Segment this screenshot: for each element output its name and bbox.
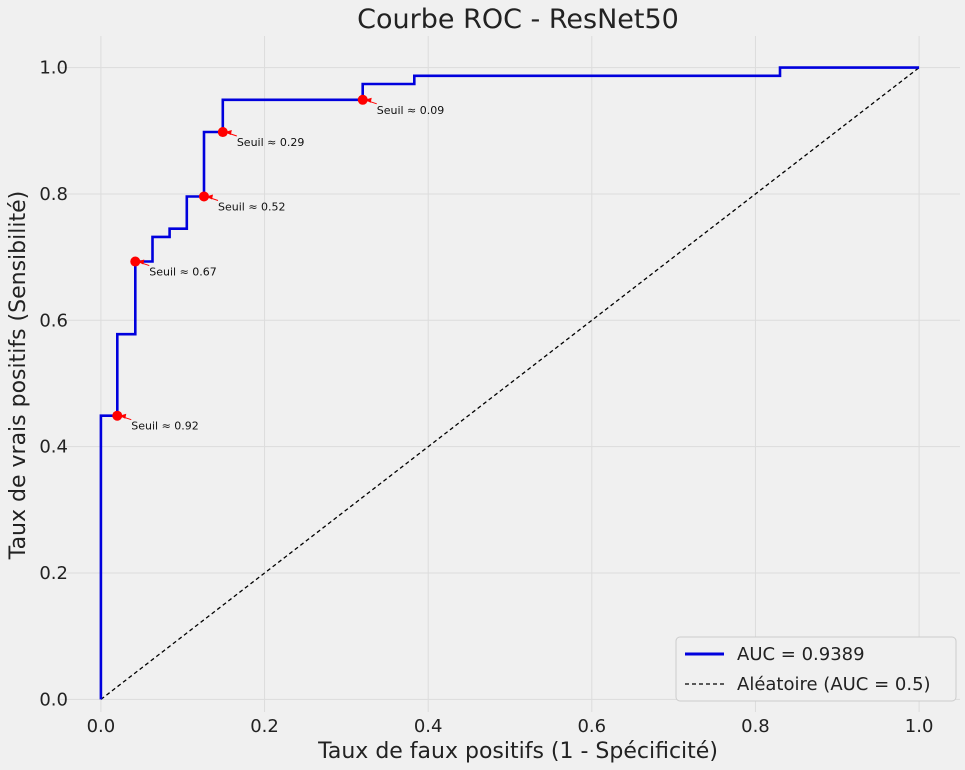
legend-box: [675, 636, 957, 702]
series-lines: [99, 66, 920, 700]
threshold-arrowhead: [206, 194, 213, 200]
threshold-arrowhead: [119, 413, 127, 419]
y-tick-label: 0.8: [39, 184, 68, 205]
threshold-arrowhead: [224, 130, 232, 136]
y-tick-labels: 0.0 0.2 0.4 0.6 0.8 1.0: [39, 58, 68, 711]
x-tick-label: 0.8: [741, 716, 770, 737]
x-tick-label: 1.0: [905, 716, 934, 737]
x-tick-labels: 0.0 0.2 0.4 0.6 0.8 1.0: [87, 716, 934, 737]
threshold-markers: Seuil ≈ 0.92 Seuil ≈ 0.67 Seuil ≈ 0.52 Seui…: [112, 94, 445, 433]
threshold-arrowhead: [137, 259, 145, 265]
threshold-point: [130, 256, 141, 267]
x-tick-label: 0.0: [87, 716, 116, 737]
threshold-point: [199, 191, 209, 202]
threshold-arrowhead: [364, 97, 372, 103]
roc-curve-line: [99, 66, 920, 700]
threshold-point: [217, 127, 228, 138]
threshold-point: [112, 410, 123, 421]
threshold-annotation: Seuil ≈ 0.29: [237, 136, 305, 149]
x-axis-label: Taux de faux positifs (1 - Spécificité): [317, 739, 718, 764]
x-tick-label: 0.4: [414, 716, 443, 737]
legend: AUC = 0.9389 Aléatoire (AUC = 0.5): [675, 636, 957, 702]
threshold-annotation: Seuil ≈ 0.92: [131, 420, 199, 433]
y-axis-label: Taux de vrais positifs (Sensibilité): [6, 191, 31, 560]
threshold-annotation: Seuil ≈ 0.09: [377, 104, 445, 117]
y-tick-label: 0.0: [39, 689, 68, 710]
threshold-point: [357, 94, 368, 105]
legend-label-random: Aléatoire (AUC = 0.5): [737, 674, 931, 695]
chart-title: Courbe ROC - ResNet50: [357, 4, 679, 35]
y-tick-label: 0.4: [39, 437, 68, 458]
threshold-annotation: Seuil ≈ 0.67: [149, 266, 217, 279]
y-tick-label: 0.2: [39, 563, 68, 584]
threshold-annotation: Seuil ≈ 0.52: [218, 200, 286, 213]
x-tick-label: 0.6: [577, 716, 606, 737]
y-tick-label: 0.6: [39, 310, 68, 331]
x-tick-label: 0.2: [250, 716, 279, 737]
random-baseline-line: [100, 67, 920, 700]
y-tick-label: 1.0: [39, 58, 68, 79]
grid: [60, 36, 960, 712]
legend-label-auc: AUC = 0.9389: [737, 644, 865, 665]
